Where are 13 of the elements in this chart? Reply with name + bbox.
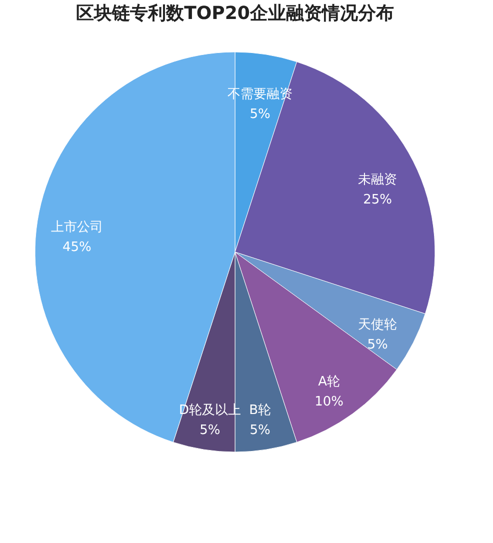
slice-label: 上市公司 <box>50 220 103 235</box>
data-label: 45% <box>62 240 92 255</box>
slice-label: A轮 <box>318 374 340 390</box>
data-label: 5% <box>200 423 220 438</box>
slice-label: 未融资 <box>358 172 398 188</box>
slice-label: B轮 <box>249 403 271 418</box>
data-label: 25% <box>363 192 392 208</box>
slice-label: 天使轮 <box>358 318 398 333</box>
chart-title: 区块链专利数TOP20企业融资情况分布 <box>76 3 394 24</box>
data-label: 5% <box>250 423 270 438</box>
data-label: 5% <box>367 338 388 353</box>
data-label: 5% <box>250 106 270 122</box>
data-label: 10% <box>314 394 344 410</box>
